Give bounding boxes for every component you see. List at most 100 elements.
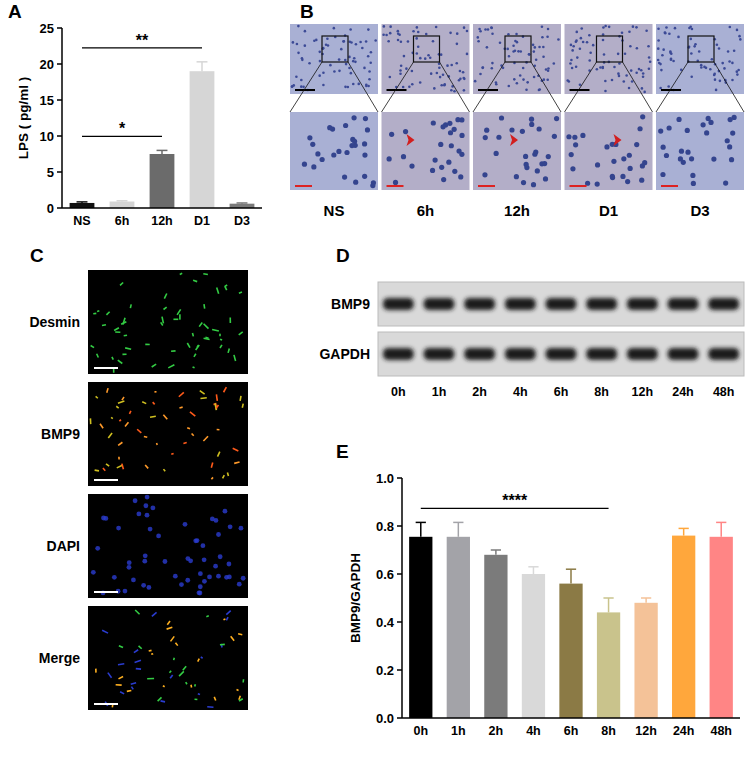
nucleus (400, 40, 403, 43)
nucleus (348, 67, 351, 70)
error-cap (641, 597, 651, 599)
nucleus (632, 25, 635, 28)
nucleus (658, 129, 663, 134)
fluorescence-dot (239, 698, 244, 702)
nucleus (368, 78, 371, 81)
y-tick-label: 1.0 (376, 471, 394, 486)
y-tick (397, 621, 402, 623)
fluorescence-dot (130, 304, 132, 308)
micrograph (565, 24, 653, 190)
nucleus (342, 40, 345, 43)
fluorescence-dot (198, 591, 203, 596)
nucleus (637, 126, 642, 131)
nucleus (387, 40, 390, 43)
fluorescence-ground (88, 270, 248, 374)
nucleus (547, 67, 550, 70)
nucleus (435, 26, 438, 29)
nucleus (311, 164, 316, 169)
fluorescence-dot (230, 636, 235, 642)
fluorescence-dot (213, 564, 218, 569)
nucleus (411, 83, 414, 86)
fluorescence-dot (200, 656, 203, 659)
nucleus (659, 63, 662, 66)
nucleus (689, 156, 694, 161)
blot-band (708, 348, 739, 360)
nucleus (737, 69, 740, 72)
x-tick-label: 0h (413, 724, 428, 738)
x-tick-label: 1h (451, 724, 466, 738)
error-cap (491, 549, 501, 551)
fluorescence-dot (183, 522, 188, 527)
nucleus (463, 26, 466, 29)
fluorescence-dot (148, 527, 153, 532)
bar (447, 537, 470, 718)
error-bar (679, 528, 689, 535)
fluorescence-dot (236, 689, 239, 691)
nucleus (703, 66, 706, 69)
nucleus (393, 180, 398, 185)
fluorescence-dot (187, 343, 191, 348)
micrograph-label: NS (324, 202, 345, 219)
fluorescence-dot (102, 468, 106, 472)
blot-band (546, 348, 577, 360)
nucleus (704, 130, 709, 135)
nucleus (357, 83, 360, 86)
fluorescence-dot (147, 678, 154, 680)
figure: 0510152025NS6h12hD1D3LPS ( pg/ml )***A0.… (0, 0, 750, 768)
fluorescence-dot (95, 396, 98, 399)
fluorescence-dot (216, 574, 221, 579)
nucleus (592, 44, 595, 47)
micrograph-overview (565, 24, 653, 94)
fluorescence-dot (133, 498, 138, 503)
nucleus (416, 52, 419, 55)
blot-band (383, 348, 414, 360)
nucleus (369, 61, 372, 64)
nucleus (455, 62, 458, 65)
nucleus (634, 142, 639, 147)
nucleus (297, 25, 300, 28)
y-tick (397, 477, 402, 479)
nucleus (662, 48, 665, 51)
fluorescence-dot (223, 387, 227, 393)
fluorescence-dot (187, 427, 190, 430)
fluorescence-dot (163, 685, 166, 687)
zoom-line (348, 62, 378, 112)
nucleus (412, 30, 415, 33)
fluorescence-dot (202, 579, 207, 584)
fluorescence-dot (138, 645, 142, 649)
nucleus (517, 50, 520, 53)
y-tick (57, 27, 62, 29)
fluorescence-dot (116, 526, 121, 531)
nucleus (669, 51, 672, 54)
fluorescence-dot (164, 293, 168, 299)
nucleus (542, 56, 545, 59)
fluorescence-dot (124, 422, 129, 427)
nucleus (628, 87, 631, 90)
nucleus (627, 153, 632, 158)
zoom-box (597, 36, 623, 62)
nucleus (496, 135, 501, 140)
nucleus (528, 53, 531, 56)
nucleus (456, 32, 459, 35)
nucleus (512, 44, 515, 47)
lane-label: 2h (472, 385, 487, 399)
fluorescence-dot (97, 310, 100, 312)
nucleus (429, 56, 432, 59)
y-tick (57, 99, 62, 101)
fluorescence-dot (223, 618, 226, 620)
nucleus (538, 89, 541, 92)
fluorescence-dot (176, 309, 181, 315)
fluorescence-dot (145, 344, 150, 346)
blot-band (464, 298, 495, 310)
y-tick-label: 0.4 (376, 615, 395, 630)
fluorescence-dot (182, 666, 187, 671)
nucleus (657, 47, 660, 50)
error-stem (420, 522, 422, 536)
fluorescence-dot (203, 304, 205, 309)
fluorescence-dot (171, 350, 176, 352)
nucleus (570, 44, 573, 47)
nucleus (723, 180, 728, 185)
fluorescence-dot (122, 353, 126, 355)
nucleus (575, 65, 578, 68)
nucleus (374, 39, 377, 42)
